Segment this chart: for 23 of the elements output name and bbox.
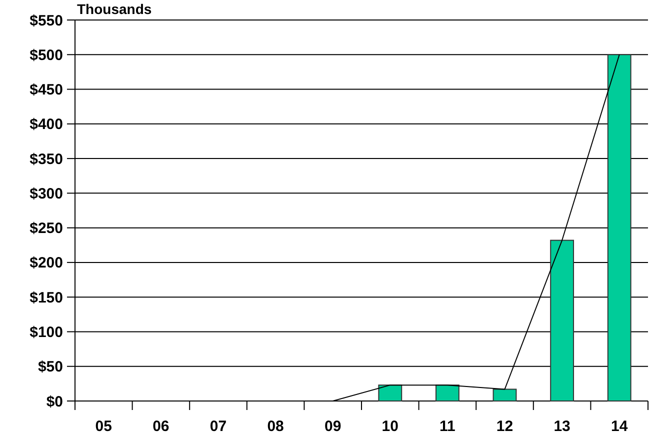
y-tick-label: $550 [30,12,63,30]
y-tick-label: $350 [30,150,63,168]
x-tick-label: 14 [611,418,628,435]
x-tick-label: 09 [324,418,342,435]
y-tick-label: $150 [30,289,63,306]
y-tick-label: $250 [30,220,63,238]
x-tick-label: 12 [496,418,514,435]
y-tick-label: $400 [30,116,63,134]
x-tick-label: 07 [210,418,227,435]
y-axis-title: Thousands [77,1,152,17]
y-tick-label: $100 [30,324,63,341]
x-tick-label: 05 [95,418,112,435]
x-tick-label: 06 [152,418,170,435]
y-tick-label: $500 [30,46,63,64]
x-tick-label: 11 [440,418,456,435]
x-tick-label: 08 [267,418,284,435]
x-tick-label: 13 [554,418,570,435]
y-tick-label: $0 [46,393,63,410]
x-tick-label: 10 [382,418,398,435]
y-tick-label: $300 [30,185,63,202]
y-tick-label: $50 [38,358,63,376]
y-tick-label: $200 [30,254,63,272]
y-tick-label: $450 [30,82,63,99]
